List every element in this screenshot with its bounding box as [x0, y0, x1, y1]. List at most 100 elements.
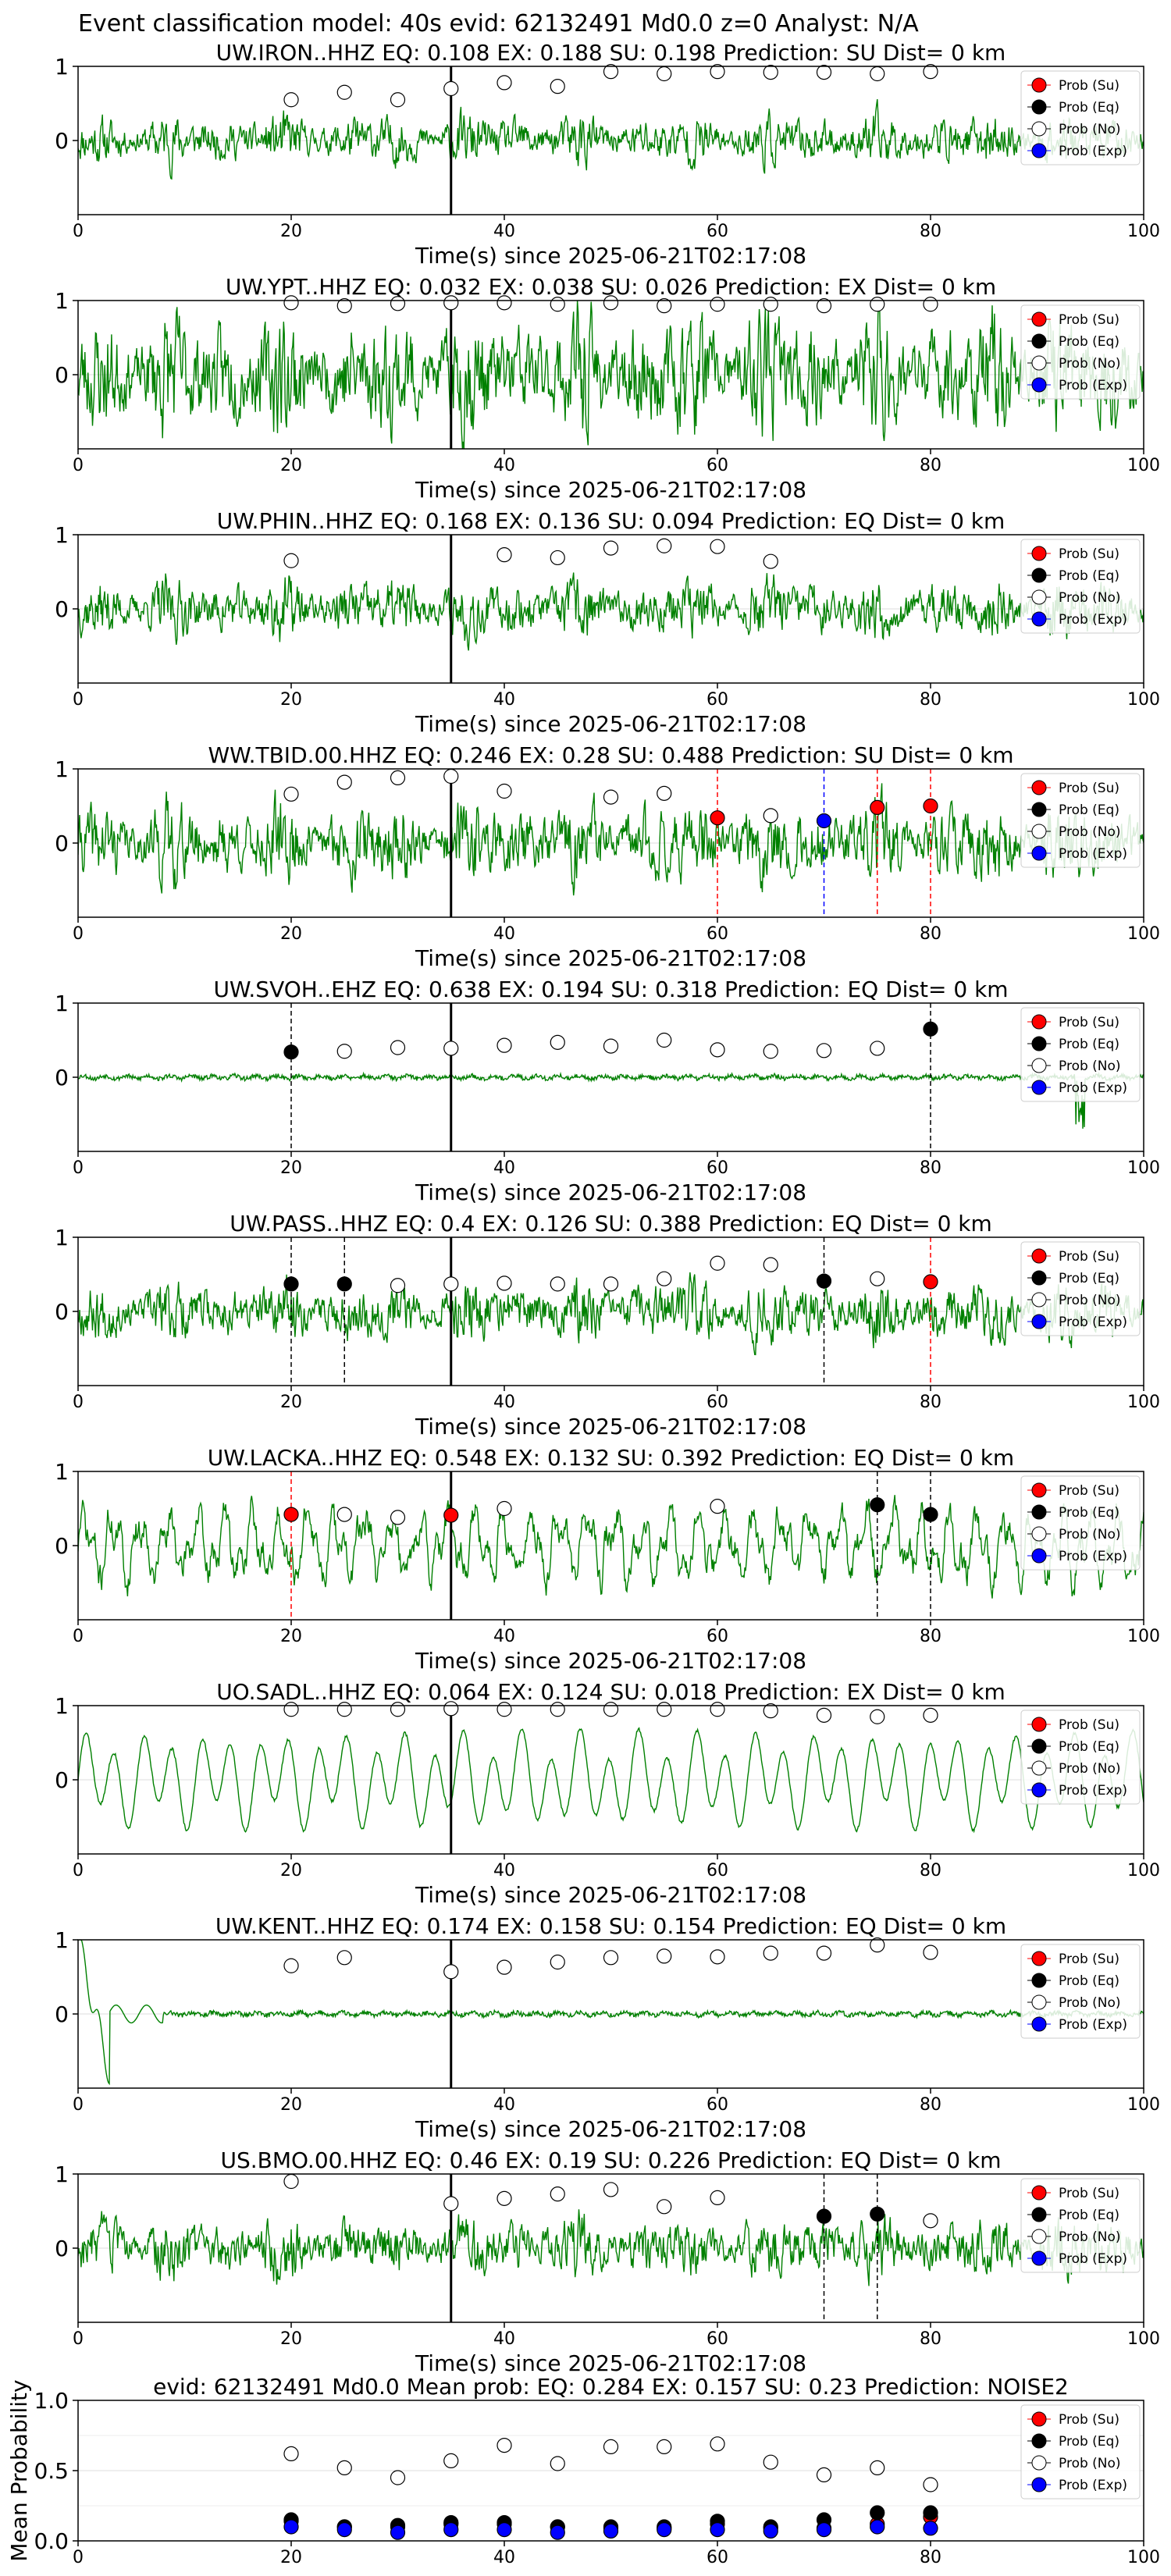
prob-no-point — [923, 64, 938, 80]
prob-no-point — [283, 1958, 299, 1973]
x-tick-label: 0 — [73, 1158, 84, 1178]
x-tick-label: 60 — [707, 1393, 728, 1412]
x-tick-label: 100 — [1127, 2329, 1160, 2349]
x-tick-label: 20 — [280, 1861, 302, 1880]
prob-no-point — [870, 1041, 885, 1056]
legend: Prob (Su) Prob (Eq) Prob (No) Prob (Exp) — [1020, 2178, 1141, 2273]
legend-marker — [1031, 1036, 1047, 1051]
x-tick-label: 100 — [1127, 690, 1160, 710]
y-tick-label: 1 — [55, 1693, 69, 1719]
prob-no-point — [763, 1703, 778, 1719]
panel-title: UW.PASS..HHZ EQ: 0.4 EX: 0.126 SU: 0.388… — [230, 1211, 992, 1236]
prob-no-point — [763, 297, 778, 312]
waveform-trace — [78, 572, 1144, 651]
legend-marker — [1031, 1526, 1047, 1542]
legend-marker — [1031, 1973, 1047, 1988]
legend-marker — [1031, 1782, 1047, 1798]
prob-no-point — [497, 1702, 512, 1717]
prob-no-point — [816, 1707, 832, 1723]
legend-label: Prob (Exp) — [1059, 1080, 1127, 1096]
legend-label: Prob (No) — [1059, 1761, 1121, 1777]
mean-probability-panel: evid: 62132491 Md0.0 Mean prob: EQ: 0.28… — [6, 2374, 1160, 2567]
legend-marker — [1031, 1014, 1047, 1030]
legend-label: Prob (Eq) — [1059, 2208, 1119, 2223]
panel-title: UW.PHIN..HHZ EQ: 0.168 EX: 0.136 SU: 0.0… — [217, 508, 1005, 534]
x-tick-label: 0 — [73, 2548, 84, 2567]
x-tick-label: 40 — [493, 690, 515, 710]
prob-no-point — [870, 1271, 885, 1286]
legend-label: Prob (No) — [1059, 1995, 1121, 2011]
legend-marker — [1031, 355, 1047, 371]
prob-no-point — [923, 297, 938, 312]
legend-box — [1020, 539, 1141, 634]
x-tick-label: 20 — [280, 2548, 302, 2567]
legend-marker — [1031, 1248, 1047, 1264]
panel-title: UW.IRON..HHZ EQ: 0.108 EX: 0.188 SU: 0.1… — [216, 40, 1006, 66]
legend-marker — [1031, 611, 1047, 627]
prob-no-point — [497, 2190, 512, 2206]
prob-no-point — [763, 1257, 778, 1272]
legend-marker — [1031, 2455, 1047, 2471]
legend-marker — [1031, 1482, 1047, 1498]
prob-no-point — [283, 2173, 299, 2190]
prob-no-point — [657, 2439, 672, 2454]
legend-marker — [1031, 1080, 1047, 1095]
legend-marker — [1031, 143, 1047, 158]
panel-title: UO.SADL..HHZ EQ: 0.064 EX: 0.124 SU: 0.0… — [216, 1679, 1005, 1705]
prob-exp-point — [657, 2522, 672, 2538]
x-tick-label: 60 — [707, 456, 728, 475]
legend-box — [1020, 2404, 1141, 2500]
legend-label: Prob (Eq) — [1059, 802, 1119, 818]
legend-marker — [1031, 568, 1047, 583]
prob-no-point — [710, 2190, 725, 2205]
legend-label: Prob (Su) — [1059, 312, 1119, 328]
prob-no-point — [657, 1702, 672, 1717]
legend-marker — [1031, 802, 1047, 817]
prob-no-point — [657, 785, 672, 801]
x-tick-label: 100 — [1127, 2095, 1160, 2115]
legend: Prob (Su) Prob (Eq) Prob (No) Prob (Exp) — [1020, 304, 1141, 400]
legend-label: Prob (Eq) — [1059, 100, 1119, 116]
x-tick-label: 20 — [280, 456, 302, 475]
prob-no-point — [390, 1510, 406, 1525]
legend-marker — [1031, 2433, 1047, 2449]
legend-box — [1020, 1241, 1141, 1336]
prob-su-point — [443, 1507, 459, 1523]
station-panel: WW.TBID.00.HHZ EQ: 0.246 EX: 0.28 SU: 0.… — [55, 742, 1160, 971]
prob-exp-point — [443, 2522, 459, 2538]
prob-no-point — [657, 298, 672, 314]
prob-no-point — [283, 553, 299, 568]
x-tick-label: 0 — [73, 2095, 84, 2115]
legend-label: Prob (Su) — [1059, 781, 1119, 796]
prob-eq-point — [923, 1021, 938, 1037]
prob-no-point — [657, 66, 672, 82]
waveform-trace — [78, 783, 1144, 896]
x-tick-label: 60 — [707, 2548, 728, 2567]
prob-no-point — [603, 2439, 619, 2454]
x-tick-label: 100 — [1127, 1393, 1160, 1412]
x-tick-label: 100 — [1127, 222, 1160, 241]
prob-no-point — [283, 786, 299, 802]
legend-marker — [1031, 1994, 1047, 2010]
y-tick-label: 0.0 — [34, 2528, 69, 2554]
legend-label: Prob (Exp) — [1059, 612, 1127, 628]
prob-no-point — [443, 2196, 459, 2211]
prob-no-point — [497, 783, 512, 799]
prob-exp-point — [390, 2524, 406, 2540]
x-tick-label: 80 — [920, 2095, 941, 2115]
x-tick-label: 20 — [280, 924, 302, 944]
x-tick-label: 100 — [1127, 456, 1160, 475]
y-tick-label: 0 — [55, 1299, 69, 1325]
x-tick-label: 0 — [73, 2329, 84, 2349]
legend-marker — [1031, 589, 1047, 605]
prob-no-point — [657, 2199, 672, 2215]
prob-no-point — [550, 1034, 565, 1050]
legend-label: Prob (Su) — [1059, 546, 1119, 562]
x-tick-label: 80 — [920, 456, 941, 475]
x-tick-label: 0 — [73, 456, 84, 475]
y-tick-label: 1 — [55, 991, 69, 1016]
legend-marker — [1031, 77, 1047, 93]
legend-label: Prob (Su) — [1059, 2412, 1119, 2428]
legend-label: Prob (Su) — [1059, 2186, 1119, 2201]
prob-no-point — [550, 1276, 565, 1292]
